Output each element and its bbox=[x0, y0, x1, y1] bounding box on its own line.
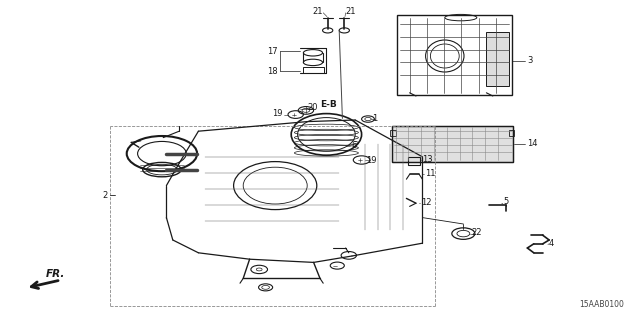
Text: 19: 19 bbox=[366, 156, 376, 164]
Bar bbox=[397, 15, 512, 95]
Text: 20: 20 bbox=[307, 103, 317, 112]
Text: 2: 2 bbox=[102, 191, 108, 200]
Text: 5: 5 bbox=[503, 197, 508, 206]
Text: 11: 11 bbox=[425, 169, 435, 178]
Text: 13: 13 bbox=[422, 155, 433, 164]
Bar bbox=[390, 130, 396, 136]
Text: 18: 18 bbox=[267, 67, 278, 76]
Bar bbox=[486, 32, 509, 86]
Bar bbox=[392, 126, 513, 162]
Text: E-B: E-B bbox=[320, 100, 337, 109]
Text: 1: 1 bbox=[372, 114, 378, 123]
Bar bbox=[392, 126, 513, 162]
Text: FR.: FR. bbox=[46, 269, 65, 279]
Bar bbox=[509, 130, 514, 136]
Text: 6: 6 bbox=[351, 141, 356, 150]
Text: 4: 4 bbox=[549, 239, 554, 248]
Text: 22: 22 bbox=[471, 228, 481, 237]
Text: 17: 17 bbox=[267, 47, 278, 56]
Text: 3: 3 bbox=[527, 56, 532, 65]
Text: 21: 21 bbox=[346, 7, 356, 16]
Text: 12: 12 bbox=[421, 198, 431, 207]
Text: 14: 14 bbox=[527, 139, 538, 148]
Bar bbox=[408, 157, 420, 165]
Bar bbox=[303, 67, 324, 73]
Text: 19: 19 bbox=[273, 109, 283, 118]
Text: 21: 21 bbox=[313, 7, 323, 16]
Text: 15AAB0100: 15AAB0100 bbox=[579, 300, 624, 309]
